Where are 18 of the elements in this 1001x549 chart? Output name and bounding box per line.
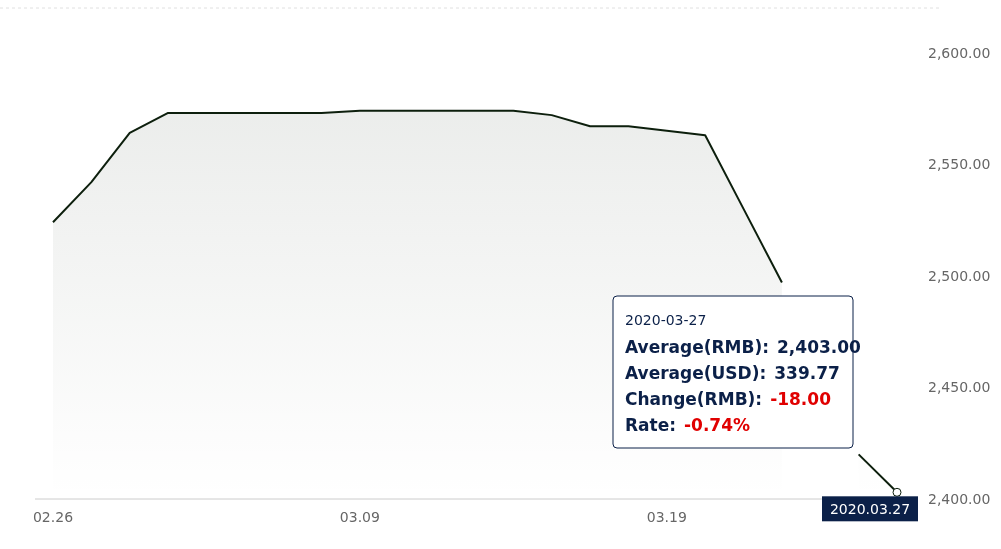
annotation: Average(RMB): xyxy=(625,337,770,357)
annotation: 2,403.00 xyxy=(777,337,862,357)
annotation: Change(RMB): xyxy=(625,389,763,409)
x-tick-label: 03.09 xyxy=(339,509,380,525)
x-tick-label: 02.26 xyxy=(32,509,74,525)
annotation: Rate: xyxy=(625,415,677,435)
y-tick-label: 2,450.00 xyxy=(928,379,991,396)
y-tick-label: 2,400.00 xyxy=(928,491,991,507)
annotation: 2020-03-27 xyxy=(625,312,707,328)
annotation: -0.74% xyxy=(684,415,751,435)
annotation: Average(USD): xyxy=(625,363,767,383)
y-tick-label: 2,500.00 xyxy=(928,267,991,284)
text: 2020.03.27 xyxy=(829,501,911,518)
annotation: -18.00 xyxy=(770,389,832,409)
y-tick-label: 2,550.00 xyxy=(928,156,991,173)
y-tick-label: 2,600.00 xyxy=(928,44,991,61)
x-tick-label: 03.19 xyxy=(646,509,687,525)
annotation: 339.77 xyxy=(774,363,840,383)
